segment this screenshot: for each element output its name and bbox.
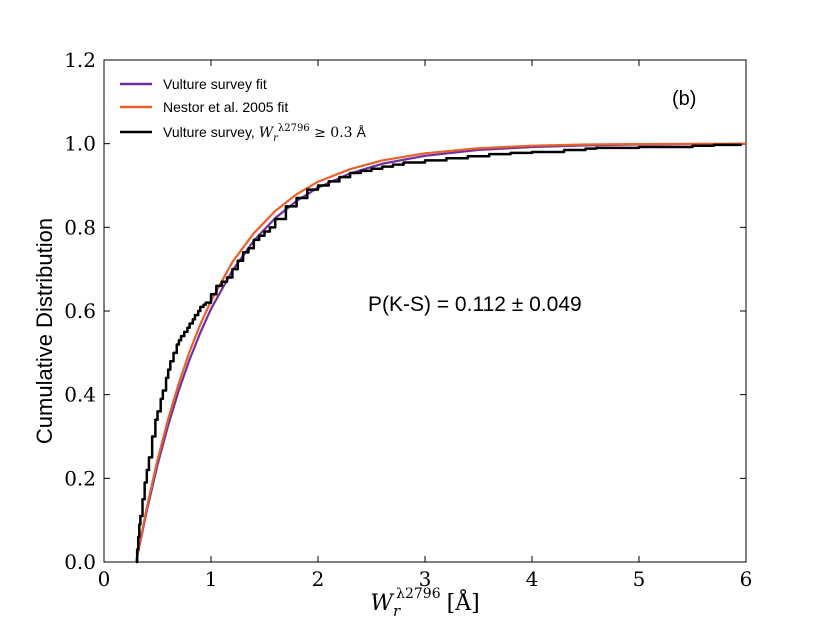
legend-math-main: W <box>259 125 275 141</box>
y-tick-label: 0.6 <box>64 299 96 323</box>
legend-label-vulture-fit: Vulture survey fit <box>163 76 267 92</box>
legend: Vulture survey fit Nestor et al. 2005 fi… <box>120 76 367 144</box>
series-layer <box>135 142 747 564</box>
ks-annotation: P(K-S) = 0.112 ± 0.049 <box>368 293 582 316</box>
x-tick-label: 3 <box>419 567 432 591</box>
x-axis-label-unit: [Å] <box>447 588 480 616</box>
x-axis-label-main: W <box>370 591 395 616</box>
y-tick-label: 1.2 <box>64 48 96 72</box>
x-tick-label: 5 <box>633 567 646 591</box>
legend-math-sub: r <box>273 133 279 144</box>
y-tick-label: 1.0 <box>64 132 96 156</box>
y-axis-label: Cumulative Distribution <box>32 218 57 444</box>
legend-label-vulture-data-text: Vulture survey, <box>163 124 259 140</box>
x-tick-label: 6 <box>740 567 753 591</box>
axis-ticks: 0 1 2 3 4 5 6 0.0 0.2 0.4 0.6 0.8 1.0 1.2 <box>64 48 752 591</box>
series-line-1 <box>135 142 747 563</box>
legend-unit: Å <box>357 124 367 140</box>
x-tick-label: 4 <box>526 567 539 591</box>
y-tick-label: 0.0 <box>64 550 96 574</box>
legend-math-sup: λ2796 <box>278 123 310 134</box>
y-tick-label: 0.2 <box>64 466 96 490</box>
x-tick-label: 2 <box>312 567 325 591</box>
y-tick-label: 0.4 <box>64 383 96 407</box>
x-axis-label-sub: r <box>393 602 401 620</box>
y-tick-label: 0.8 <box>64 215 96 239</box>
legend-label-vulture-data: Vulture survey, Wrλ2796 ≥ 0.3 Å <box>163 123 367 144</box>
legend-math-rest: ≥ 0.3 <box>310 125 353 141</box>
legend-label-nestor-fit: Nestor et al. 2005 fit <box>163 99 288 115</box>
panel-label: (b) <box>672 88 696 110</box>
x-tick-label: 1 <box>205 567 218 591</box>
series-line-2 <box>135 143 742 564</box>
x-tick-label: 0 <box>98 567 111 591</box>
x-axis-label-sup: λ2796 <box>396 586 441 602</box>
x-axis-label: Wrλ2796 [Å] <box>370 586 479 620</box>
